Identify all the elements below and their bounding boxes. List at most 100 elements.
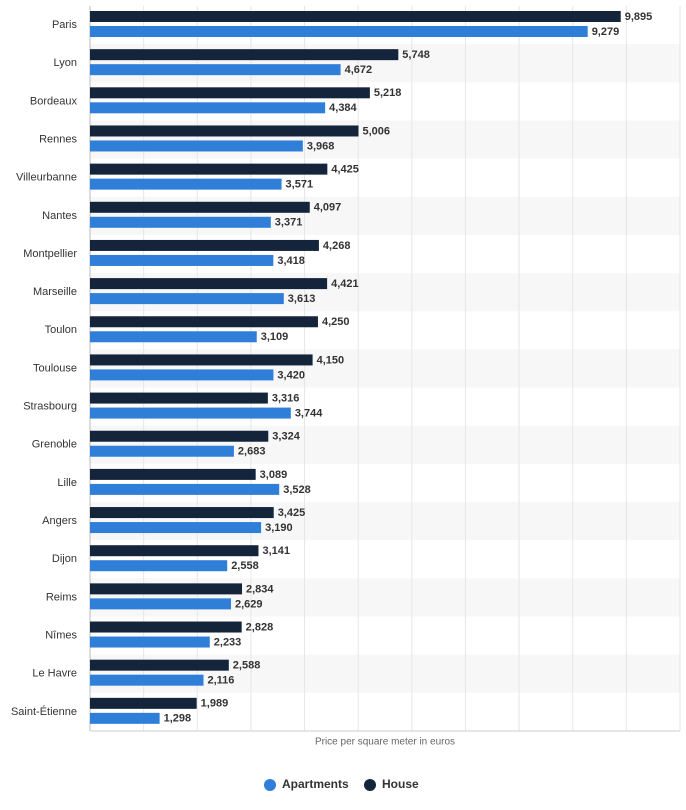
bar: [90, 278, 328, 290]
value-label: 4,421: [331, 278, 359, 290]
value-label: 2,588: [233, 660, 261, 672]
y-tick-label: Toulon: [45, 324, 77, 336]
bar: [90, 560, 228, 572]
legend-marker: [264, 779, 276, 791]
value-label: 4,384: [329, 102, 357, 114]
bar: [90, 392, 268, 404]
bar: [90, 293, 284, 305]
value-label: 4,425: [331, 164, 359, 176]
y-tick-label: Dijon: [52, 553, 77, 565]
value-label: 3,420: [277, 369, 305, 381]
value-label: 4,268: [323, 240, 351, 252]
bar: [90, 483, 280, 495]
y-tick-label: Strasbourg: [23, 401, 77, 413]
value-label: 3,425: [278, 507, 306, 519]
bar: [90, 369, 274, 381]
y-tick-label: Lille: [57, 477, 77, 489]
y-tick-label: Villeurbanne: [16, 172, 77, 184]
bar: [90, 316, 318, 328]
y-tick-label: Marseille: [33, 286, 77, 298]
value-label: 3,190: [265, 522, 293, 534]
value-label: 2,683: [238, 446, 266, 458]
value-label: 2,834: [246, 583, 274, 595]
y-tick-label: Nantes: [42, 210, 77, 222]
bar: [90, 598, 232, 610]
y-tick-label: Nîmes: [45, 630, 77, 642]
value-label: 3,613: [288, 293, 316, 305]
value-label: 9,895: [625, 11, 653, 23]
bar: [90, 407, 291, 419]
bar: [90, 11, 621, 22]
value-label: 3,141: [262, 545, 290, 557]
bar: [90, 178, 282, 190]
bar: [90, 621, 242, 633]
bar: [90, 201, 310, 213]
value-label: 3,371: [275, 217, 303, 229]
bar: [90, 507, 274, 519]
y-tick-label: Bordeaux: [30, 95, 78, 107]
bar: [90, 697, 197, 709]
value-label: 5,006: [363, 125, 391, 137]
bar: [90, 64, 341, 76]
value-label: 4,150: [317, 354, 345, 366]
bar: [90, 674, 204, 686]
value-label: 5,218: [374, 87, 402, 99]
bar: [90, 636, 210, 648]
value-label: 2,629: [235, 598, 263, 610]
value-label: 3,316: [272, 392, 300, 404]
value-label: 2,116: [207, 675, 234, 687]
y-tick-label: Grenoble: [32, 439, 77, 451]
bar: [90, 468, 256, 480]
y-tick-label: Reims: [46, 591, 78, 603]
value-label: 3,109: [261, 331, 289, 343]
bar: [90, 254, 274, 266]
value-label: 1,989: [201, 698, 229, 710]
y-tick-label: Lyon: [54, 57, 77, 69]
bar: [90, 102, 326, 114]
y-tick-label: Le Havre: [32, 668, 77, 680]
value-label: 2,558: [231, 560, 259, 572]
bar: [90, 354, 313, 366]
bar: [90, 125, 359, 137]
y-tick-label: Rennes: [39, 133, 77, 145]
value-label: 2,233: [214, 636, 242, 648]
bar: [90, 239, 319, 251]
bar: [90, 26, 588, 37]
bar: [90, 140, 303, 152]
value-label: 3,418: [277, 255, 305, 267]
value-label: 3,089: [260, 469, 288, 481]
value-label: 5,748: [402, 49, 430, 61]
bar: [90, 445, 234, 457]
value-label: 3,324: [272, 431, 300, 443]
value-label: 4,672: [345, 64, 373, 76]
value-label: 3,744: [295, 407, 323, 419]
y-tick-label: Montpellier: [23, 248, 77, 260]
value-label: 2,828: [246, 621, 274, 633]
bar: [90, 712, 160, 724]
bar: [90, 331, 257, 343]
value-label: 4,097: [314, 202, 342, 214]
bar: [90, 87, 370, 99]
value-label: 3,968: [307, 140, 335, 152]
y-tick-label: Saint-Étienne: [11, 705, 77, 718]
value-label: 4,250: [322, 316, 350, 328]
value-label: 1,298: [164, 713, 192, 725]
bar: [90, 522, 262, 534]
legend-label: House: [382, 777, 419, 791]
y-tick-label: Angers: [42, 515, 77, 527]
value-label: 3,571: [286, 179, 314, 191]
legend-label: Apartments: [282, 777, 349, 791]
value-label: 9,279: [592, 26, 620, 38]
bar: [90, 163, 328, 175]
bar: [90, 49, 399, 61]
value-label: 3,528: [283, 484, 311, 496]
bar: [90, 659, 229, 671]
bar: [90, 583, 243, 595]
legend-marker: [364, 779, 376, 791]
bar: [90, 545, 259, 557]
y-tick-label: Toulouse: [33, 362, 77, 374]
x-axis-label: Price per square meter in euros: [315, 737, 455, 748]
bar: [90, 216, 271, 228]
y-tick-label: Paris: [52, 19, 78, 31]
